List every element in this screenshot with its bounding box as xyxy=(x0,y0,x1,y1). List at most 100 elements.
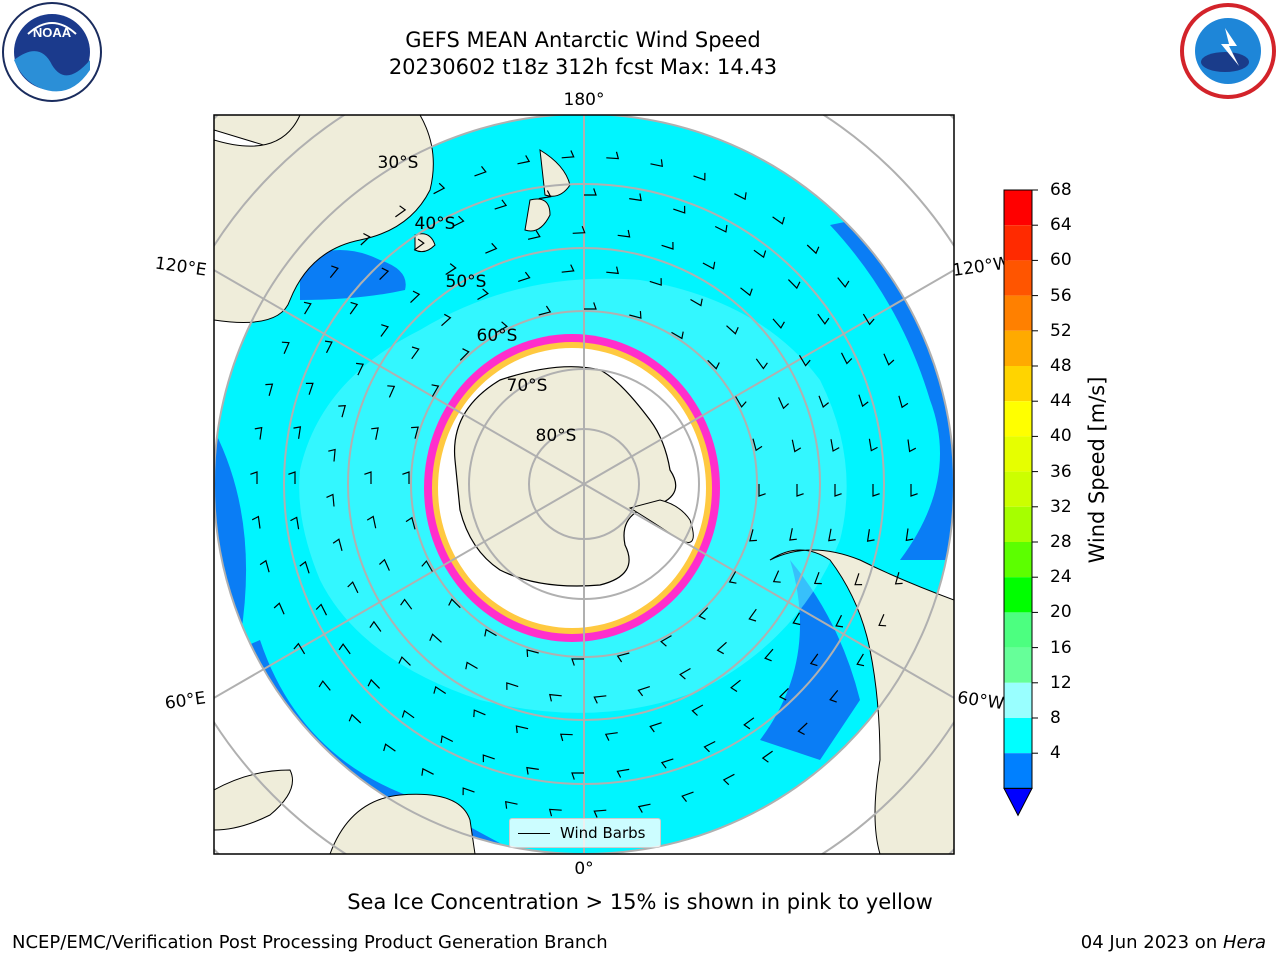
australia-landmass xyxy=(214,115,434,323)
wind-barb xyxy=(251,515,261,529)
colorbar-tick-label: 48 xyxy=(1050,356,1072,376)
chart-subtitle: 20230602 t18z 312h fcst Max: 14.43 xyxy=(388,55,778,79)
wind-barb xyxy=(905,528,914,542)
wind-barb xyxy=(526,766,539,775)
wind-barb xyxy=(868,438,878,452)
wind-barb xyxy=(448,598,461,609)
wind-barb xyxy=(348,713,362,724)
wind-barb xyxy=(907,439,917,453)
wind-barb xyxy=(787,279,801,290)
wind-barb xyxy=(549,693,562,702)
wind-barb xyxy=(830,439,840,452)
wind-barb xyxy=(606,266,619,275)
south-america-landmass xyxy=(769,549,954,854)
wind-barb xyxy=(734,192,747,201)
wind-barb xyxy=(288,471,296,484)
wind-barb xyxy=(840,352,853,365)
wind-barb xyxy=(571,772,584,780)
colorbar-tick-label: 12 xyxy=(1050,672,1072,693)
wind-barb xyxy=(561,264,575,273)
wind-barb xyxy=(758,484,766,497)
lon-label-60w: 60°W xyxy=(956,688,1005,714)
colorbar-tick-label: 36 xyxy=(1050,461,1072,482)
lat-label-70s: 70°S xyxy=(507,376,548,396)
graticule xyxy=(214,115,954,854)
wind-barb xyxy=(293,426,302,439)
wind-barb xyxy=(473,709,486,718)
wind-barb xyxy=(617,229,631,238)
wind-barb xyxy=(482,754,495,763)
colorbar-tick-label: 68 xyxy=(1050,180,1072,200)
wind-barb xyxy=(797,722,808,736)
wind-barb xyxy=(817,313,830,325)
map-area xyxy=(214,115,954,854)
legend-barb-line xyxy=(518,832,550,834)
run-date: 04 Jun 2023 on xyxy=(1080,932,1223,953)
lat-label-30s: 30°S xyxy=(378,153,419,173)
wind-barb xyxy=(730,679,741,693)
wind-barb xyxy=(883,353,895,366)
wind-barb xyxy=(740,287,753,297)
colorbar-tick-label: 20 xyxy=(1050,602,1072,623)
wind-barb xyxy=(637,803,651,813)
wind-barb xyxy=(637,686,650,697)
wind-barb xyxy=(413,238,425,251)
colorbar-segment xyxy=(1004,295,1032,331)
wind-barb xyxy=(559,733,573,742)
wind-barb xyxy=(660,758,674,769)
lat-label-60s: 60°S xyxy=(477,326,518,346)
wind-barb xyxy=(494,199,508,210)
wind-barb xyxy=(328,448,336,462)
lat-label-50s: 50°S xyxy=(446,272,487,292)
wind-barb xyxy=(485,242,498,254)
wind-barb xyxy=(837,277,850,288)
wind-barb xyxy=(506,682,519,690)
lon-label-120w: 120°W xyxy=(951,253,1011,281)
wind-barb xyxy=(527,230,541,240)
wind-barb xyxy=(395,205,407,218)
wind-barb xyxy=(387,385,396,398)
wind-barb xyxy=(411,346,420,360)
wind-barb xyxy=(538,305,552,316)
wind-barb xyxy=(402,471,410,484)
wind-barbs xyxy=(250,150,918,818)
run-stamp: 04 Jun 2023 on Hera xyxy=(1081,932,1266,953)
wind-barb xyxy=(650,159,664,168)
colorbar-tick-label: 8 xyxy=(1050,708,1061,728)
wind-barb xyxy=(722,773,735,786)
wind-barb xyxy=(809,653,819,667)
wind-barb xyxy=(755,358,768,370)
wind-barb xyxy=(629,193,642,202)
wind-barb xyxy=(405,516,416,530)
wind-barb xyxy=(378,558,390,571)
wind-barb xyxy=(548,808,562,817)
wind-barb xyxy=(671,331,684,340)
wind-barb xyxy=(753,249,767,259)
colorbar-segment xyxy=(1004,366,1032,402)
wind-barb xyxy=(318,680,331,691)
wind-barb xyxy=(772,216,785,225)
wind-barb xyxy=(661,241,674,250)
colorbar-segment xyxy=(1004,436,1032,472)
wind-barb xyxy=(772,570,781,583)
wind-barb xyxy=(400,598,413,610)
wind-barb xyxy=(764,648,774,662)
antarctica-landmass xyxy=(453,366,677,587)
wind-barb xyxy=(829,690,839,703)
wind-barb xyxy=(429,633,442,643)
colorbar-segment xyxy=(1004,471,1032,507)
wind-barb xyxy=(332,538,343,551)
wind-barb xyxy=(441,313,452,327)
wind-barb xyxy=(433,182,446,195)
wind-barb xyxy=(326,493,335,507)
wind-barb xyxy=(616,652,630,663)
colorbar-segment xyxy=(1004,190,1032,226)
wind-barb xyxy=(401,709,415,719)
lon-label-60e: 60°E xyxy=(164,688,207,713)
colorbar-tick-label: 44 xyxy=(1050,391,1072,412)
colorbar-segment xyxy=(1004,612,1032,648)
wind-barbs-legend: Wind Barbs xyxy=(509,818,661,848)
lat-label-80s: 80°S xyxy=(536,426,577,446)
wind-barb xyxy=(791,439,802,453)
sea-ice-note: Sea Ice Concentration > 15% is shown in … xyxy=(347,890,933,914)
